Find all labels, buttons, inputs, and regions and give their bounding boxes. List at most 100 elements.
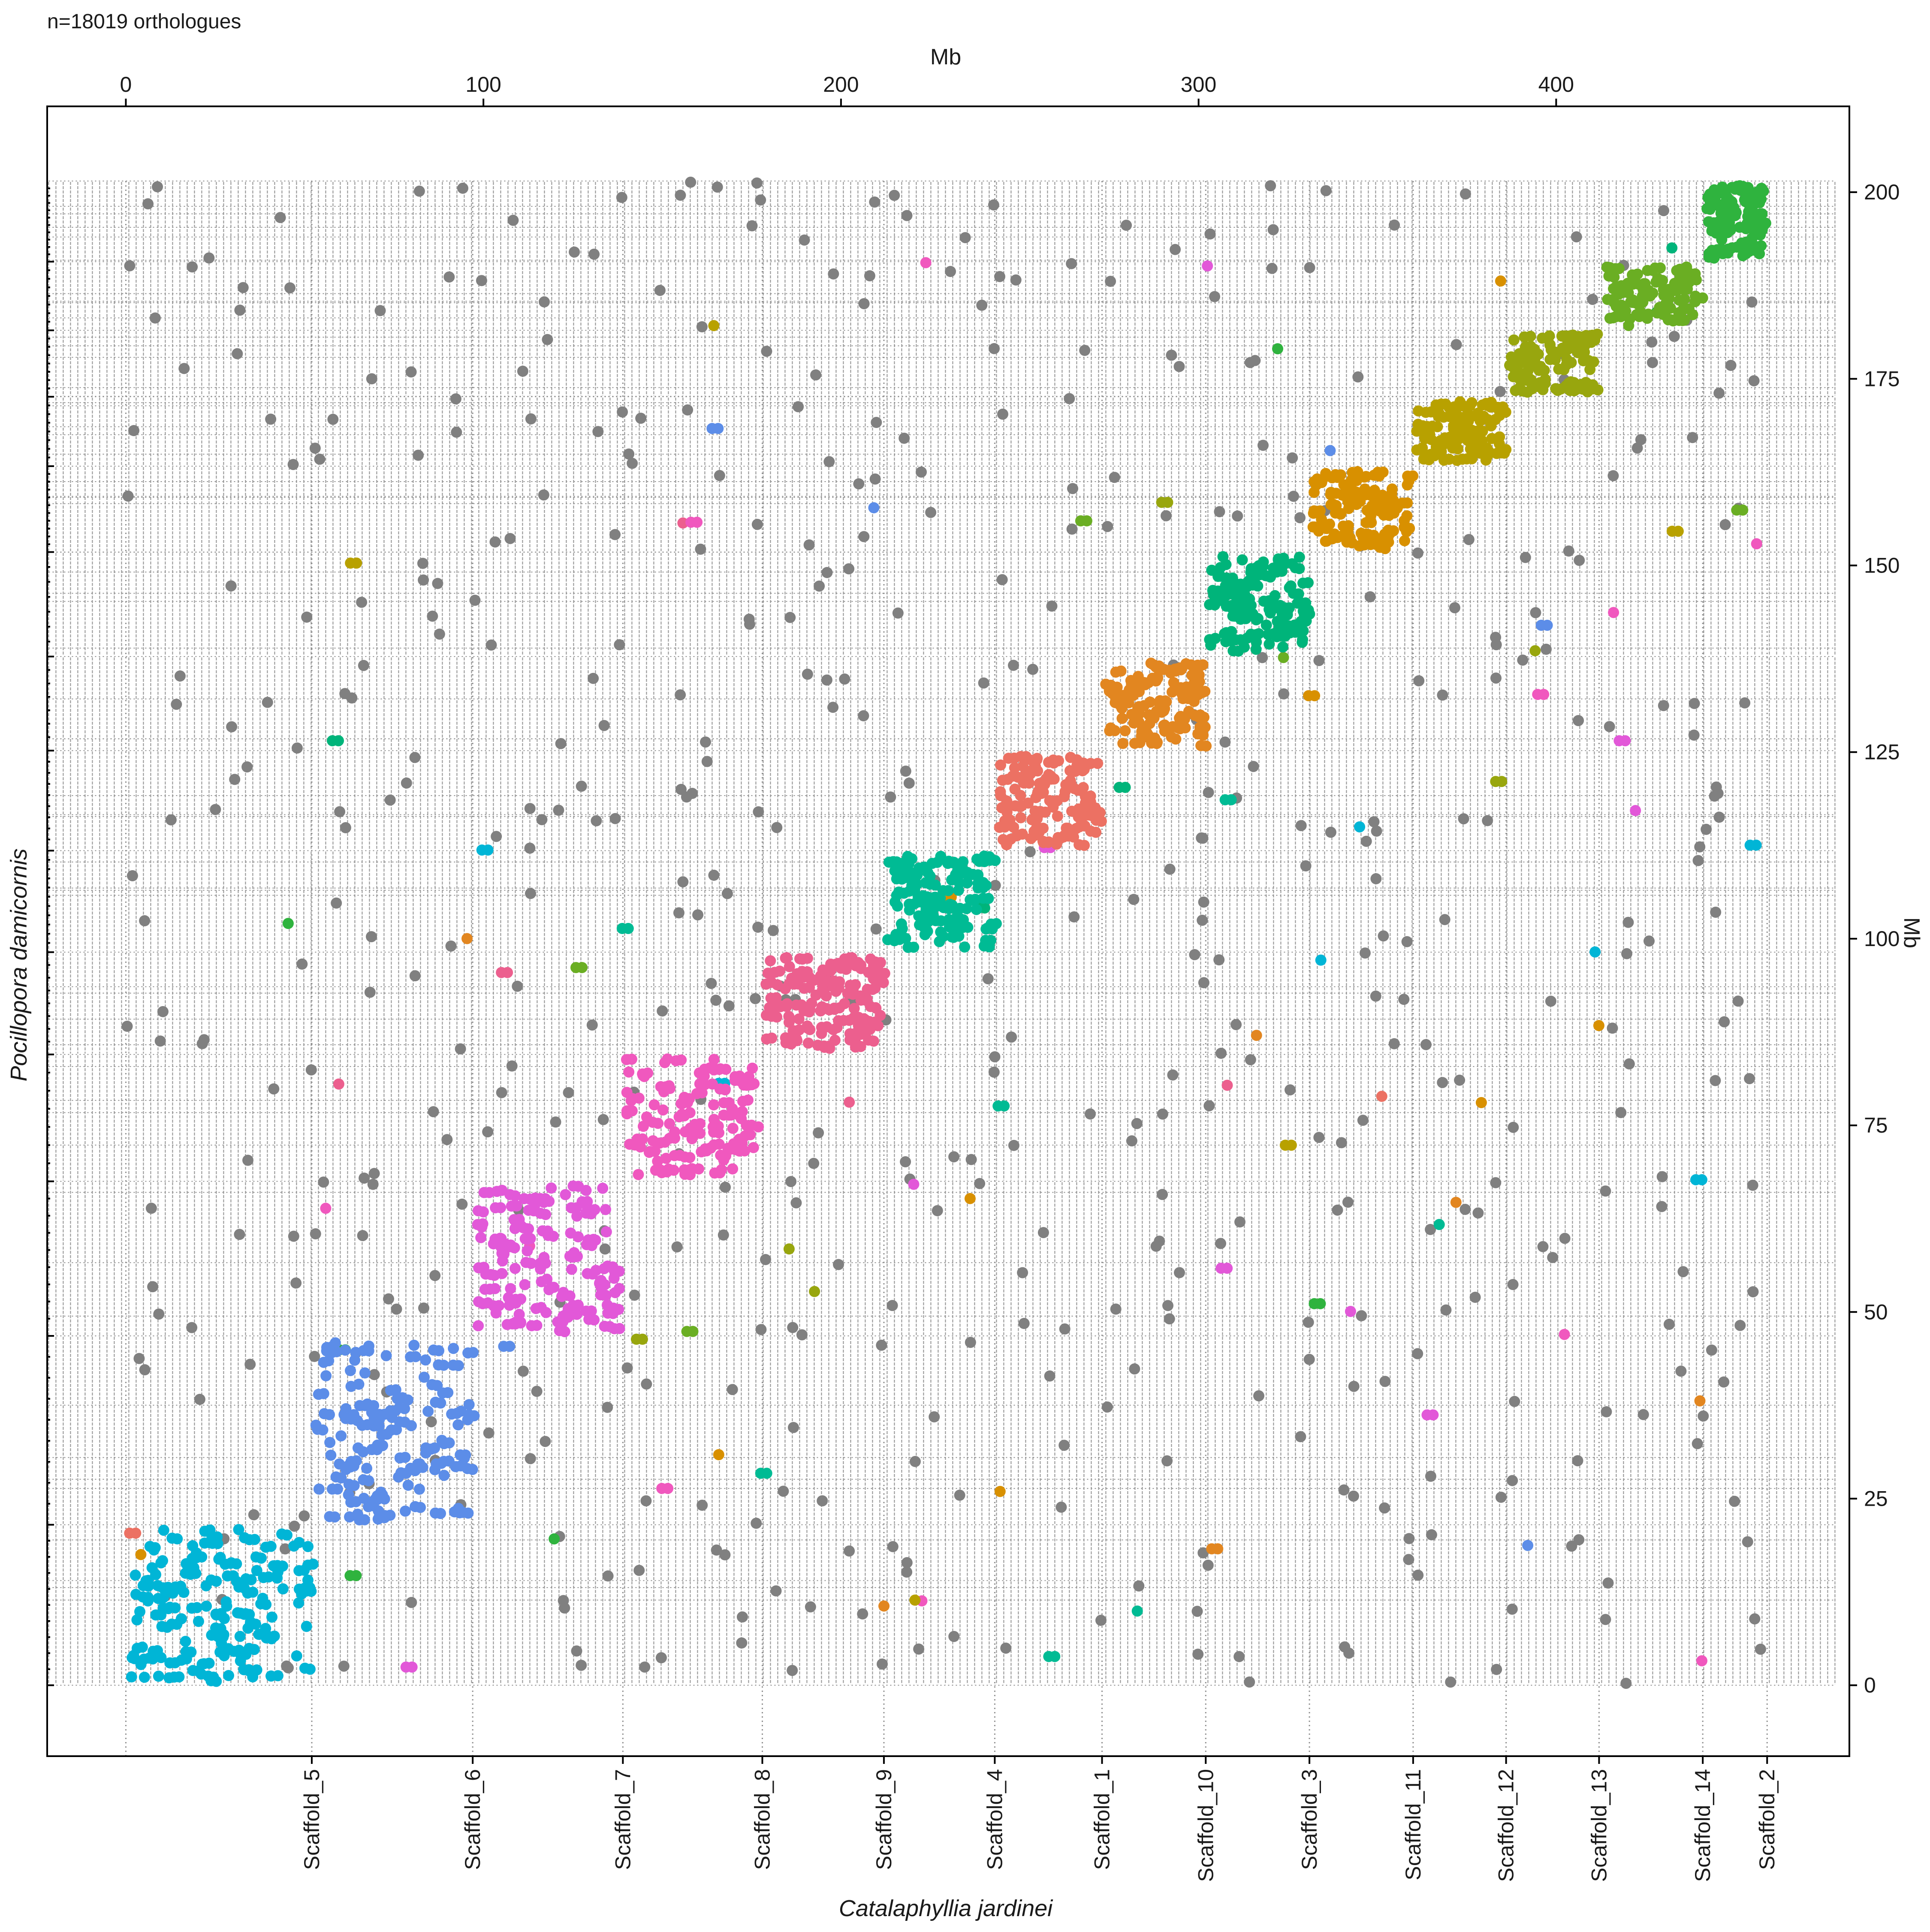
background-point (1729, 1495, 1740, 1507)
background-point (793, 401, 804, 413)
block-point (626, 1053, 637, 1065)
background-point (571, 1645, 582, 1657)
block-point (326, 1344, 338, 1356)
block-point (838, 998, 850, 1010)
block-point (1308, 507, 1319, 519)
background-point (760, 1254, 771, 1265)
background-point (432, 578, 443, 589)
block-point (607, 1261, 618, 1273)
background-point (339, 688, 351, 699)
block-point (408, 1339, 420, 1351)
background-point (857, 1608, 868, 1620)
background-point (833, 1259, 844, 1270)
background-point (1348, 1380, 1360, 1392)
block-point (804, 1004, 816, 1016)
block-point (566, 1263, 577, 1275)
background-point (1198, 896, 1209, 908)
stray-point (1672, 525, 1684, 537)
background-point (821, 567, 833, 578)
stray-point (809, 1286, 820, 1297)
background-point (1360, 835, 1372, 847)
block-point (1051, 838, 1062, 850)
block-point (657, 1104, 669, 1116)
block-point (810, 989, 822, 1001)
background-point (443, 271, 455, 283)
block-point (1059, 786, 1071, 797)
background-point (367, 1178, 379, 1190)
background-point (450, 393, 461, 405)
block-point (652, 1155, 663, 1167)
block-point (323, 1355, 335, 1366)
block-point (849, 1035, 861, 1046)
block-point (149, 1542, 161, 1553)
block-point (233, 1645, 245, 1656)
block-point (760, 978, 772, 990)
background-point (965, 1337, 976, 1348)
block-point (1226, 626, 1237, 637)
background-point (1469, 1292, 1481, 1303)
background-point (681, 791, 692, 803)
block-point (352, 1508, 363, 1520)
right-axis-tick-label: 100 (1864, 927, 1900, 951)
block-point (1090, 826, 1102, 838)
background-point (1713, 387, 1725, 399)
background-point (827, 702, 839, 713)
block-point (1297, 636, 1308, 648)
block-point (1261, 619, 1272, 631)
background-point (1677, 1266, 1689, 1278)
background-point (1719, 1016, 1730, 1028)
stray-point (1202, 260, 1213, 272)
block-point (357, 1446, 369, 1458)
background-point (629, 1290, 640, 1301)
background-point (909, 1456, 921, 1467)
stray-point (1315, 954, 1327, 966)
block-point (920, 877, 931, 889)
background-point (1110, 1303, 1122, 1315)
block-point (1655, 262, 1666, 274)
block-point (1140, 679, 1151, 690)
background-point (237, 282, 249, 293)
block-point (1025, 768, 1036, 780)
block-point (329, 1511, 341, 1523)
background-point (1635, 434, 1647, 446)
background-point (318, 1176, 329, 1188)
stray-point (351, 558, 362, 569)
block-point (1072, 784, 1084, 796)
block-point (1337, 489, 1348, 501)
background-point (1644, 935, 1655, 947)
block-point (1584, 364, 1596, 375)
background-point (1440, 1304, 1452, 1316)
block-point (538, 1252, 550, 1263)
background-point (1295, 1431, 1306, 1442)
background-point (145, 1203, 157, 1214)
block-point (218, 1650, 230, 1661)
background-point (152, 181, 163, 193)
block-point (1443, 453, 1455, 465)
right-axis-tick-label: 150 (1864, 554, 1900, 578)
block-point (649, 1145, 661, 1157)
background-point (334, 806, 345, 817)
block-point (420, 1447, 431, 1459)
background-point (280, 1543, 291, 1555)
block-point (1309, 476, 1320, 488)
background-point (844, 1545, 855, 1557)
background-point (186, 1322, 198, 1333)
block-point (1726, 196, 1737, 208)
block-point (223, 1670, 234, 1681)
background-point (1213, 954, 1225, 966)
stray-point (677, 517, 689, 529)
block-point (266, 1611, 277, 1623)
axes: 0 100 200 300 400 0 25 50 75 100 125 150 175 200 Scaff… (120, 72, 1900, 1882)
block-point (131, 1614, 143, 1626)
background-point (558, 1595, 569, 1606)
block-point (467, 1464, 478, 1475)
background-point (1573, 1534, 1585, 1546)
block-point (704, 1062, 715, 1074)
background-point (310, 1228, 321, 1239)
right-axis-tick-label: 175 (1864, 367, 1900, 391)
stray-point (576, 962, 588, 974)
background-point (1517, 654, 1529, 666)
background-point (1571, 231, 1582, 243)
block-point (181, 1653, 192, 1665)
block-point (460, 1449, 471, 1461)
